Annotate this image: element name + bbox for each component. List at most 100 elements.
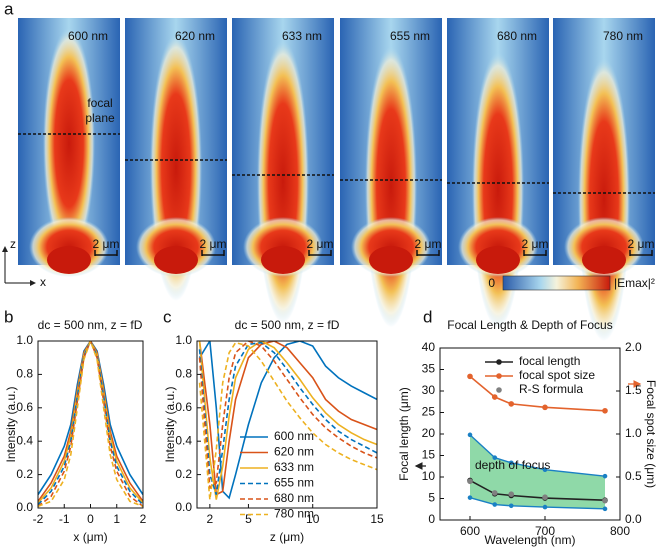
x-tick-label: 0	[87, 512, 94, 526]
field-core	[578, 58, 630, 341]
scale-bar-label: 2 μm	[200, 237, 227, 251]
legend-marker	[496, 387, 502, 393]
field-map: 780 nm 2 μm	[553, 18, 655, 341]
series-marker	[602, 407, 608, 414]
series-marker	[542, 494, 548, 501]
band-marker	[467, 495, 473, 500]
y-tick-label: 0.6	[175, 400, 192, 414]
field-map: 633 nm 2 μm	[232, 18, 334, 323]
field-near	[369, 246, 413, 274]
series-line	[38, 341, 143, 504]
panel-label: c	[163, 307, 172, 326]
series-marker	[508, 491, 515, 498]
plot-area	[38, 341, 143, 508]
y2-tick-label: 1.5	[625, 383, 642, 397]
x-tick-label: 700	[535, 524, 555, 538]
scale-bar-label: 2 μm	[522, 237, 549, 251]
x-tick-label: 1	[113, 512, 120, 526]
axis-indicator-label: x	[40, 275, 46, 289]
x-axis-label: z (μm)	[270, 530, 304, 544]
series-marker	[467, 373, 473, 380]
scale-bar-label: 2 μm	[307, 237, 334, 251]
y-tick-label: 25	[422, 405, 436, 419]
y-tick-label: 0	[428, 512, 435, 526]
series-marker	[508, 401, 515, 407]
x-tick-label: 2	[207, 512, 214, 526]
legend-label: 620 nm	[274, 445, 314, 459]
field-map: 655 nm 2 μm	[340, 18, 442, 328]
y-tick-label: 35	[422, 362, 436, 376]
field-near	[582, 246, 626, 274]
series-line	[198, 341, 377, 490]
band-marker	[467, 432, 473, 438]
x-tick-label: 2	[140, 512, 147, 526]
band-marker	[602, 473, 608, 479]
y2-tick-label: 2.0	[625, 340, 642, 354]
band-label: depth of focus	[475, 458, 550, 472]
legend-label: focal spot size	[519, 368, 595, 382]
legend-label: R-S formula	[519, 382, 583, 396]
colorbar	[502, 275, 611, 291]
field-near	[47, 246, 91, 274]
wavelength-label: 620 nm	[175, 29, 215, 43]
panel-label: a	[4, 0, 14, 18]
legend-marker	[496, 359, 502, 365]
legend-label: 680 nm	[274, 491, 314, 505]
y-tick-label: 0.2	[175, 467, 192, 481]
plot-area	[467, 373, 608, 512]
wavelength-label: 655 nm	[390, 29, 430, 43]
x-tick-label: -2	[33, 512, 44, 526]
wavelength-label: 600 nm	[68, 29, 108, 43]
scale-bar-label: 2 μm	[93, 237, 120, 251]
panel-label: b	[4, 307, 13, 326]
x-tick-label: -1	[59, 512, 70, 526]
y-tick-label: 0.8	[175, 367, 192, 381]
y-tick-label: 0.0	[16, 500, 33, 514]
legend-label: 633 nm	[274, 460, 314, 474]
chart-title: dc = 500 nm, z = fD	[235, 318, 340, 332]
y-axis-label: Intensity (a.u.)	[4, 386, 18, 462]
series-line	[198, 341, 377, 495]
y2-axis-label: Focal spot size (μm)	[644, 380, 658, 488]
wavelength-label: 633 nm	[282, 29, 322, 43]
field-core	[43, 27, 95, 259]
series-marker	[491, 394, 498, 400]
y-tick-label: 15	[422, 448, 436, 462]
series-marker	[542, 404, 548, 411]
y-tick-label: 1.0	[16, 333, 33, 347]
scale-bar-label: 2 μm	[628, 237, 655, 251]
legend-label: 600 nm	[274, 429, 314, 443]
x-tick-label: 10	[306, 512, 320, 526]
series-line	[38, 341, 143, 507]
legend-label: 780 nm	[274, 507, 314, 521]
y-tick-label: 0.2	[16, 467, 33, 481]
y-tick-label: 0.8	[16, 367, 33, 381]
y-axis-label: Focal length (μm)	[397, 387, 411, 481]
series-marker	[467, 478, 473, 485]
band-marker	[508, 503, 514, 509]
field-core	[365, 46, 417, 328]
plot-frame	[439, 347, 621, 521]
y-tick-label: 0.0	[175, 500, 192, 514]
legend-label: 655 nm	[274, 476, 314, 490]
x-axis-label: Wavelength (nm)	[485, 533, 576, 547]
field-core	[257, 40, 309, 323]
series-line	[38, 341, 143, 496]
band-marker	[602, 506, 608, 512]
x-axis-label: x (μm)	[73, 530, 107, 544]
colorbar-min-label: 0	[488, 276, 495, 290]
plot-area	[198, 341, 377, 500]
band-marker	[542, 467, 548, 472]
y-tick-label: 40	[422, 340, 436, 354]
field-map: 600 nm 2 μm	[18, 18, 120, 277]
legend-marker	[496, 373, 502, 379]
y-tick-label: 5	[428, 491, 435, 505]
series-line	[38, 341, 143, 502]
series-marker	[602, 497, 608, 504]
series-marker	[491, 490, 498, 496]
y-tick-label: 0.4	[16, 433, 33, 447]
axis-indicator-label: z	[10, 237, 16, 251]
x-tick-label: 5	[245, 512, 252, 526]
field-near	[476, 246, 520, 274]
